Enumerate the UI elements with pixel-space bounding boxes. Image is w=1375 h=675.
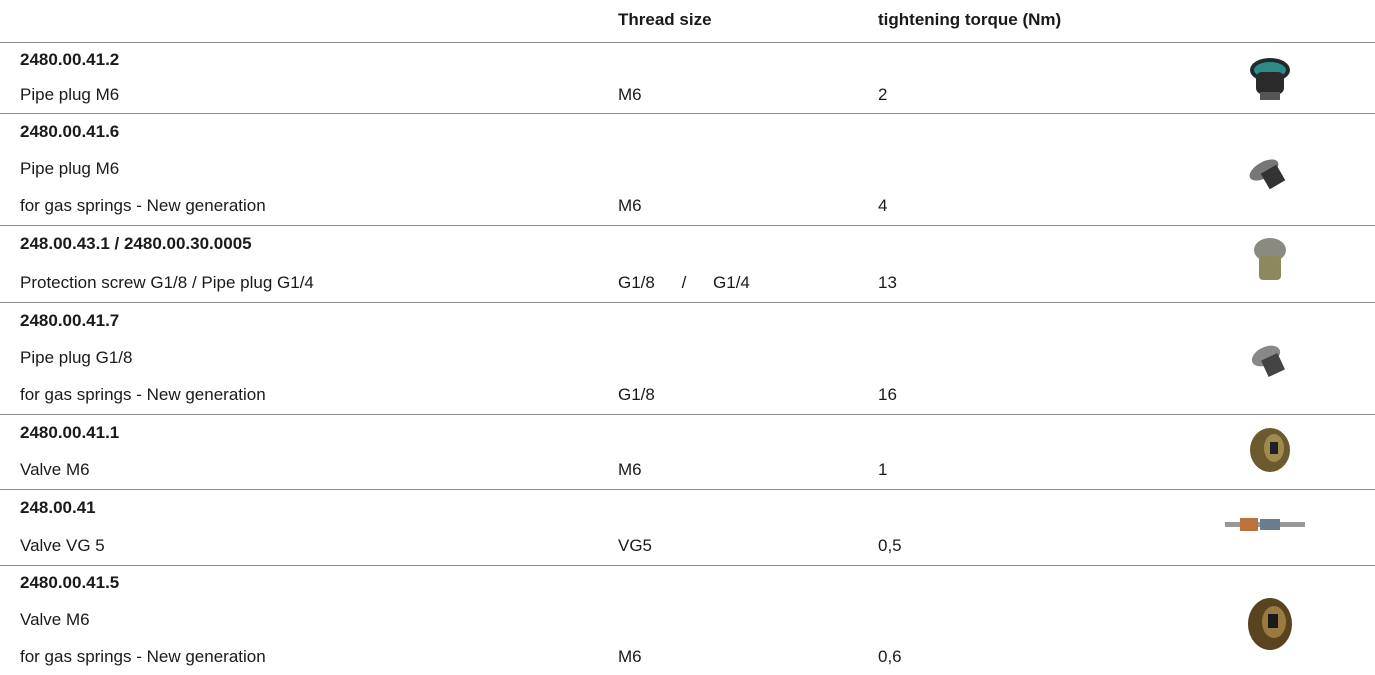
part-description: Valve M6 bbox=[20, 460, 90, 480]
row-divider bbox=[0, 489, 1375, 490]
part-description: for gas springs - New generation bbox=[20, 385, 266, 405]
part-description: Pipe plug G1/8 bbox=[20, 348, 133, 367]
part-code: 248.00.41 bbox=[20, 498, 96, 517]
torque: 13 bbox=[878, 272, 897, 292]
thread-size: G1/8 bbox=[618, 385, 655, 405]
part-image bbox=[1248, 598, 1292, 650]
thread-size: M6 bbox=[618, 196, 642, 216]
part-image bbox=[1250, 58, 1290, 100]
thread-size: M6 bbox=[618, 85, 642, 105]
torque: 1 bbox=[878, 460, 888, 480]
part-image bbox=[1250, 428, 1290, 472]
thread-size: G1/8 / G1/4 bbox=[618, 272, 750, 292]
thread-size: VG5 bbox=[618, 536, 653, 555]
part-code: 2480.00.41.5 bbox=[20, 573, 120, 593]
part-image bbox=[1251, 345, 1285, 377]
part-description: for gas springs - New generation bbox=[20, 646, 266, 666]
part-description: Valve M6 bbox=[20, 610, 90, 629]
header-thread: Thread size bbox=[618, 10, 712, 29]
part-description: for gas springs - New generation bbox=[20, 196, 266, 216]
part-description: Protection screw G1/8 / Pipe plug G1/4 bbox=[20, 272, 314, 292]
torque: 0,6 bbox=[878, 646, 902, 666]
part-code: 2480.00.41.1 bbox=[20, 422, 120, 442]
part-description: Valve VG 5 bbox=[20, 536, 105, 555]
torque: 2 bbox=[878, 85, 888, 105]
part-code: 2480.00.41.6 bbox=[20, 121, 120, 141]
row-divider bbox=[0, 42, 1375, 43]
row-divider bbox=[0, 302, 1375, 303]
part-code: 248.00.43.1 / 2480.00.30.0005 bbox=[20, 234, 252, 254]
part-image bbox=[1254, 238, 1286, 280]
part-image bbox=[1225, 518, 1305, 531]
row-divider bbox=[0, 225, 1375, 226]
part-description: Pipe plug M6 bbox=[20, 85, 120, 105]
row-divider bbox=[0, 565, 1375, 566]
torque: 16 bbox=[878, 385, 897, 405]
thread-size: M6 bbox=[618, 646, 642, 666]
part-code: 2480.00.41.7 bbox=[20, 310, 120, 330]
torque: 0,5 bbox=[878, 536, 902, 555]
part-description: Pipe plug M6 bbox=[20, 159, 120, 178]
thread-size: M6 bbox=[618, 460, 642, 480]
row-divider bbox=[0, 113, 1375, 114]
header-torque: tightening torque (Nm) bbox=[878, 10, 1062, 29]
torque: 4 bbox=[878, 196, 888, 216]
part-image bbox=[1249, 159, 1286, 190]
row-divider bbox=[0, 414, 1375, 415]
part-code: 2480.00.41.2 bbox=[20, 49, 120, 69]
